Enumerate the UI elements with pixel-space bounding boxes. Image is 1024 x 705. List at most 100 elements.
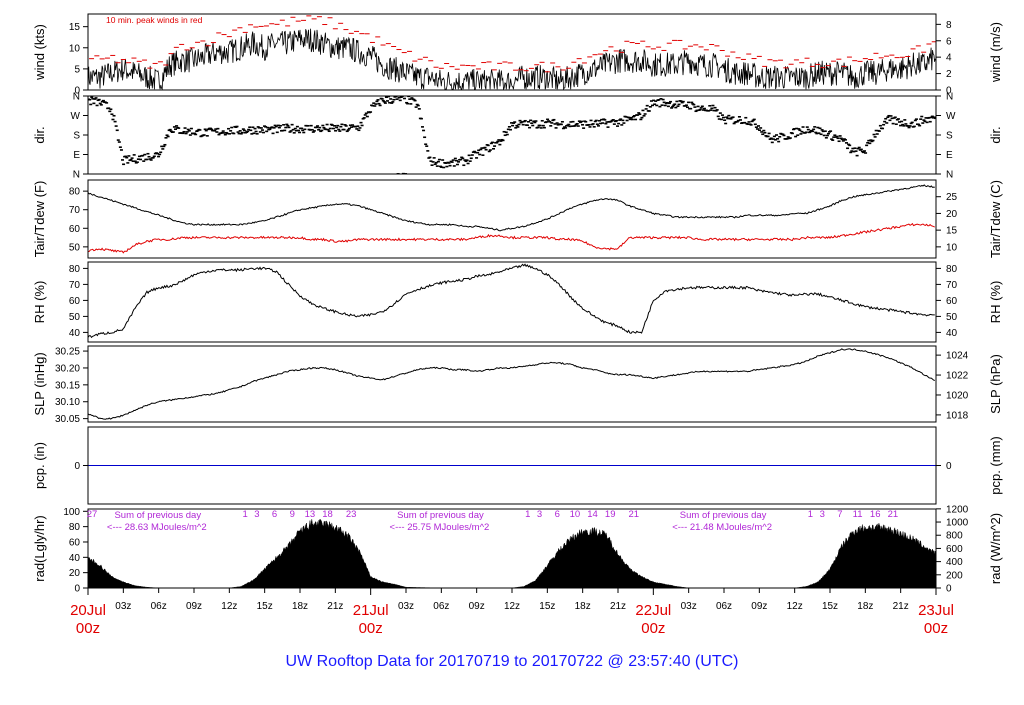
dir-point bbox=[575, 122, 579, 125]
dir-point bbox=[576, 125, 580, 127]
dir-point bbox=[407, 96, 411, 98]
dir-point bbox=[743, 121, 747, 124]
dir-ytick-label: N bbox=[73, 170, 80, 181]
dir-point bbox=[639, 118, 643, 121]
rad-hour-label: 1 bbox=[525, 509, 530, 520]
dir-point bbox=[702, 107, 706, 110]
dir-point bbox=[910, 121, 914, 124]
dir-point bbox=[250, 133, 254, 135]
rad-ytick-right-label: 1000 bbox=[946, 518, 969, 529]
dir-point bbox=[900, 120, 904, 123]
dir-point bbox=[319, 130, 323, 133]
dir-point bbox=[252, 132, 256, 135]
rad-ylabel: rad(Lgly/hr) bbox=[32, 515, 47, 581]
dir-point bbox=[109, 108, 113, 111]
wind-ytick-right-label: 8 bbox=[946, 20, 952, 31]
dir-point bbox=[426, 150, 430, 152]
dir-point bbox=[861, 151, 865, 154]
dir-point bbox=[105, 102, 109, 104]
dir-point bbox=[593, 120, 597, 123]
dir-point bbox=[878, 124, 882, 127]
dir-point bbox=[114, 125, 118, 127]
dir-point bbox=[795, 127, 799, 130]
dir-point bbox=[441, 159, 445, 161]
dir-point bbox=[752, 118, 756, 121]
dir-point bbox=[137, 155, 141, 158]
dir-point bbox=[100, 100, 104, 103]
dir-point bbox=[606, 126, 610, 128]
dir-point bbox=[504, 131, 508, 134]
dir-point bbox=[312, 130, 316, 132]
dir-point bbox=[826, 132, 830, 135]
dir-point bbox=[679, 100, 683, 103]
dir-point bbox=[185, 131, 189, 133]
dir-point bbox=[95, 104, 99, 107]
dir-point bbox=[372, 102, 376, 104]
dir-point bbox=[298, 131, 302, 134]
dir-point bbox=[414, 106, 418, 108]
dir-ylabel-right: dir. bbox=[988, 126, 1003, 143]
dir-point bbox=[875, 133, 879, 135]
dir-point bbox=[293, 127, 297, 130]
slp-ytick-right-label: 1018 bbox=[946, 410, 969, 421]
dir-point bbox=[300, 127, 304, 130]
dir-point bbox=[289, 130, 293, 132]
dir-point bbox=[412, 98, 416, 101]
dir-point bbox=[896, 118, 900, 120]
dir-point bbox=[239, 132, 243, 135]
dir-point bbox=[759, 127, 763, 129]
wind-peak-marks bbox=[89, 15, 936, 73]
dir-point bbox=[146, 152, 150, 155]
dir-point bbox=[380, 98, 384, 100]
rad-ytick-right-label: 0 bbox=[946, 584, 952, 595]
dir-point bbox=[399, 96, 403, 99]
dir-point bbox=[310, 128, 314, 131]
dir-point bbox=[464, 160, 468, 163]
dir-point bbox=[634, 118, 638, 121]
dir-point bbox=[744, 116, 748, 119]
dir-point bbox=[348, 124, 352, 127]
rh-ytick-label: 50 bbox=[69, 312, 81, 323]
wind-ytick-right-label: 2 bbox=[946, 69, 952, 80]
x-tick-label: 12z bbox=[221, 601, 237, 612]
dir-point bbox=[773, 138, 777, 141]
dir-point bbox=[908, 125, 912, 127]
dir-point bbox=[222, 132, 226, 134]
dir-point bbox=[335, 126, 339, 129]
dir-point bbox=[499, 140, 503, 142]
dir-point bbox=[738, 119, 742, 121]
dir-point bbox=[903, 119, 907, 121]
dir-point bbox=[680, 101, 684, 104]
dir-point bbox=[479, 148, 483, 151]
dir-point bbox=[681, 100, 685, 103]
dir-point bbox=[659, 97, 663, 100]
dir-point bbox=[832, 136, 836, 138]
dir-point bbox=[540, 119, 544, 122]
dir-point bbox=[815, 132, 819, 135]
dir-point bbox=[591, 123, 595, 125]
dir-point bbox=[113, 120, 117, 123]
dir-point bbox=[829, 130, 833, 132]
dir-point bbox=[277, 126, 281, 129]
dir-point bbox=[570, 125, 574, 127]
dir-point bbox=[165, 134, 169, 137]
dir-point bbox=[595, 123, 599, 126]
dir-point bbox=[478, 153, 482, 156]
dir-point bbox=[360, 124, 364, 127]
dir-point bbox=[413, 99, 417, 102]
dir-point bbox=[463, 159, 467, 161]
chart-title: UW Rooftop Data for 20170719 to 20170722… bbox=[286, 653, 739, 670]
dir-point bbox=[355, 128, 359, 130]
dir-point bbox=[92, 102, 96, 105]
dir-point bbox=[658, 105, 662, 108]
dir-point bbox=[630, 118, 634, 121]
dir-point bbox=[198, 129, 202, 131]
rad-ytick-label: 20 bbox=[69, 568, 81, 579]
dir-point bbox=[536, 126, 540, 129]
dir-point bbox=[918, 124, 922, 127]
wind-annotation: 10 min. peak winds in red bbox=[106, 15, 203, 25]
dir-point bbox=[596, 125, 600, 127]
dir-point bbox=[184, 132, 188, 135]
dir-point bbox=[638, 113, 642, 116]
dir-point bbox=[913, 119, 917, 122]
